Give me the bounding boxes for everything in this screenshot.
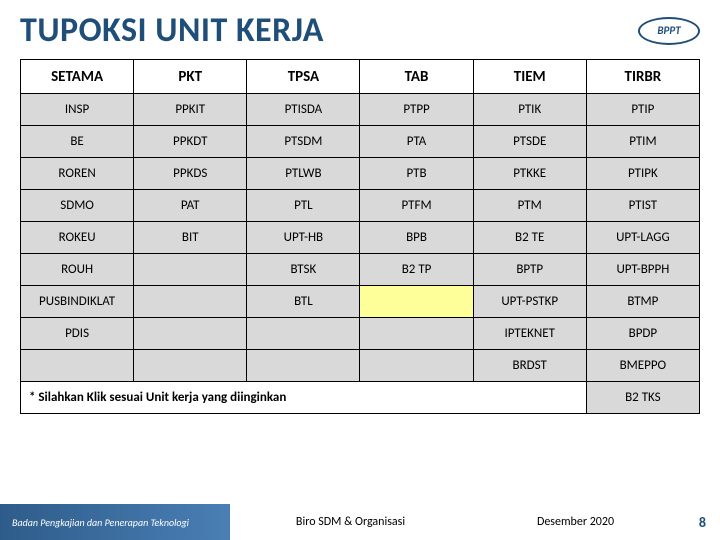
unit-cell[interactable]: BPTP xyxy=(473,254,586,286)
unit-cell[interactable]: UPT-PSTKP xyxy=(473,286,586,318)
unit-cell[interactable]: BPB xyxy=(360,222,473,254)
empty-cell xyxy=(360,350,473,382)
empty-cell xyxy=(21,350,134,382)
unit-cell[interactable]: PTIP xyxy=(586,94,699,126)
unit-cell[interactable]: IPTEKNET xyxy=(473,318,586,350)
unit-cell[interactable]: SDMO xyxy=(21,190,134,222)
unit-cell[interactable]: PTIPK xyxy=(586,158,699,190)
col-header-2: TPSA xyxy=(247,60,360,94)
unit-cell[interactable]: PTKKE xyxy=(473,158,586,190)
unit-cell[interactable]: ROKEU xyxy=(21,222,134,254)
unit-cell[interactable]: BTMP xyxy=(586,286,699,318)
unit-cell[interactable]: PTPP xyxy=(360,94,473,126)
unit-cell[interactable]: UPT-HB xyxy=(247,222,360,254)
unit-cell[interactable]: PTL xyxy=(247,190,360,222)
table-row: RORENPPKDSPTLWBPTBPTKKEPTIPK xyxy=(21,158,700,190)
page-title: TUPOKSI UNIT KERJA xyxy=(20,10,324,51)
footer-mid1: Biro SDM & Organisasi xyxy=(296,515,405,529)
table-row: ROKEUBITUPT-HBBPBB2 TEUPT-LAGG xyxy=(21,222,700,254)
logo-oval: BPPT xyxy=(638,17,700,45)
unit-cell[interactable]: UPT-BPPH xyxy=(586,254,699,286)
unit-cell[interactable]: PTIM xyxy=(586,126,699,158)
unit-cell[interactable]: PTFM xyxy=(360,190,473,222)
unit-cell[interactable]: BTL xyxy=(247,286,360,318)
unit-cell[interactable]: PTSDE xyxy=(473,126,586,158)
unit-cell[interactable]: B2 TE xyxy=(473,222,586,254)
table-row: ROUH BTSKB2 TPBPTPUPT-BPPH xyxy=(21,254,700,286)
unit-cell[interactable]: UPT-LAGG xyxy=(586,222,699,254)
footer-mid2: Desember 2020 xyxy=(537,515,614,529)
unit-cell[interactable]: PTA xyxy=(360,126,473,158)
unit-cell[interactable]: ROUH xyxy=(21,254,134,286)
col-header-5: TIRBR xyxy=(586,60,699,94)
unit-cell[interactable]: ROREN xyxy=(21,158,134,190)
table-row: PDIS IPTEKNETBPDP xyxy=(21,318,700,350)
unit-cell[interactable]: PTB xyxy=(360,158,473,190)
empty-cell xyxy=(134,318,247,350)
unit-cell[interactable]: PTIST xyxy=(586,190,699,222)
unit-cell[interactable]: PTISDA xyxy=(247,94,360,126)
table-row: BEPPKDTPTSDMPTAPTSDEPTIM xyxy=(21,126,700,158)
unit-cell[interactable]: PUSBINDIKLAT xyxy=(21,286,134,318)
unit-cell[interactable]: PTSDM xyxy=(247,126,360,158)
unit-cell[interactable]: PDIS xyxy=(21,318,134,350)
table-body: INSPPPKITPTISDAPTPPPTIKPTIPBEPPKDTPTSDMP… xyxy=(21,94,700,382)
unit-cell[interactable]: BE xyxy=(21,126,134,158)
instruction-row: * Silahkan Klik sesuai Unit kerja yang d… xyxy=(21,382,700,414)
unit-cell[interactable]: PTM xyxy=(473,190,586,222)
unit-cell[interactable]: PPKIT xyxy=(134,94,247,126)
empty-cell xyxy=(247,350,360,382)
empty-cell xyxy=(134,286,247,318)
empty-cell xyxy=(360,286,473,318)
empty-cell xyxy=(134,350,247,382)
col-header-1: PKT xyxy=(134,60,247,94)
col-header-4: TIEM xyxy=(473,60,586,94)
empty-cell xyxy=(247,318,360,350)
empty-cell xyxy=(360,318,473,350)
unit-cell[interactable]: PTLWB xyxy=(247,158,360,190)
table-row: SDMOPATPTLPTFMPTMPTIST xyxy=(21,190,700,222)
unit-cell[interactable]: BIT xyxy=(134,222,247,254)
table-row: INSPPPKITPTISDAPTPPPTIKPTIP xyxy=(21,94,700,126)
logo-text: BPPT xyxy=(657,24,680,37)
unit-cell[interactable]: PPKDT xyxy=(134,126,247,158)
footer: Badan Pengkajian dan Penerapan Teknologi… xyxy=(0,504,720,540)
unit-cell[interactable]: PPKDS xyxy=(134,158,247,190)
empty-cell xyxy=(134,254,247,286)
footer-org: Badan Pengkajian dan Penerapan Teknologi xyxy=(0,504,230,540)
unit-cell[interactable]: BTSK xyxy=(247,254,360,286)
table-row: BRDSTBMEPPO xyxy=(21,350,700,382)
unit-cell[interactable]: PTIK xyxy=(473,94,586,126)
col-header-3: TAB xyxy=(360,60,473,94)
unit-cell[interactable]: BMEPPO xyxy=(586,350,699,382)
unit-cell[interactable]: PAT xyxy=(134,190,247,222)
unit-table: SETAMAPKTTPSATABTIEMTIRBR INSPPPKITPTISD… xyxy=(20,59,700,414)
footer-page: 8 xyxy=(680,514,720,531)
col-header-0: SETAMA xyxy=(21,60,134,94)
unit-cell[interactable]: BPDP xyxy=(586,318,699,350)
table-header-row: SETAMAPKTTPSATABTIEMTIRBR xyxy=(21,60,700,94)
unit-cell[interactable]: B2 TP xyxy=(360,254,473,286)
last-cell[interactable]: B2 TKS xyxy=(586,382,699,414)
instruction-cell: * Silahkan Klik sesuai Unit kerja yang d… xyxy=(21,382,587,414)
logo: BPPT xyxy=(638,17,700,45)
unit-cell[interactable]: BRDST xyxy=(473,350,586,382)
table-row: PUSBINDIKLAT BTL UPT-PSTKPBTMP xyxy=(21,286,700,318)
unit-cell[interactable]: INSP xyxy=(21,94,134,126)
